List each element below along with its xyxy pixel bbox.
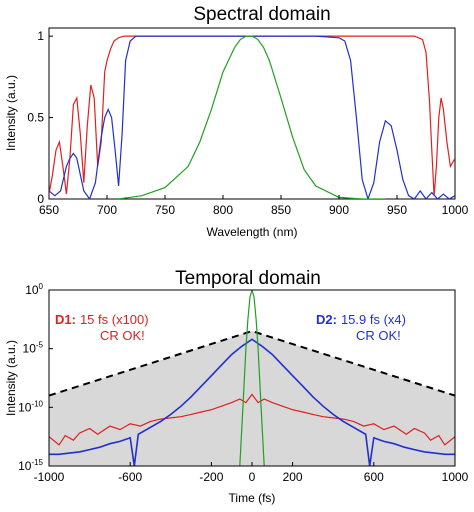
spectral-x-tick-label: 800 [213,203,233,217]
spectral-x-tick-label: 950 [387,203,407,217]
temporal-x-axis-label: Time (fs) [229,491,276,505]
temporal-envelope-group [49,330,455,466]
envelope-fill [49,331,455,466]
temporal-series-line-1 [49,338,455,466]
annotation-d1-label: D1: [55,312,76,327]
spectral-y-tick-label: 0 [37,192,44,206]
temporal-x-tick-label: -1000 [34,470,65,484]
temporal-x-tick-label: -200 [199,470,223,484]
annotation-d2-text: 15.9 fs (x4) [341,312,406,327]
spectral-series-line-1 [49,35,455,199]
temporal-x-tick-label: 0 [249,470,256,484]
spectral-x-ticks: 650 700 750 800 850 900 950 1000 [39,195,469,217]
spectral-series-group [49,35,455,199]
annotation-d2: D2: 15.9 fs (x4) CR OK! [316,312,406,343]
spectral-y-tick-label: 0.5 [27,111,44,125]
annotation-d1-line2: CR OK! [100,328,145,343]
spectral-x-tick-label: 650 [39,203,59,217]
temporal-series-line-2 [239,290,265,466]
temporal-y-tick-label: 10-5 [23,341,44,356]
temporal-x-tick-label: 200 [283,470,303,484]
spectral-x-tick-label: 850 [271,203,291,217]
temporal-y-tick-label: 100 [25,282,43,297]
temporal-x-tick-label: 600 [364,470,384,484]
annotation-d1-text: 15 fs (x100) [80,312,149,327]
spectral-chart-title: Spectral domain [193,4,330,25]
spectral-series-line-2 [118,35,386,199]
annotation-d1-line1: D1: 15 fs (x100) [55,312,149,327]
annotation-d2-line1: D2: 15.9 fs (x4) [316,312,406,327]
temporal-chart: Temporal domain -1000 -600 -200 0 200 600 1000… [4,268,469,505]
temporal-chart-title: Temporal domain [175,268,321,289]
temporal-series-group [49,290,455,466]
temporal-x-tick-label: 1000 [442,470,469,484]
spectral-x-axis-label: Wavelength (nm) [207,225,298,239]
spectral-chart: Spectral domain 650 700 750 800 850 900 950 100… [4,4,469,239]
spectral-y-axis-label: Intensity (a.u.) [4,75,18,151]
spectral-x-tick-label: 900 [329,203,349,217]
spectral-x-tick-label: 750 [155,203,175,217]
annotation-d1: D1: 15 fs (x100) CR OK! [55,312,149,343]
temporal-x-ticks: -1000 -600 -200 0 200 600 1000 [34,462,469,484]
spectral-y-tick-label: 1 [37,29,44,43]
annotation-d2-label: D2: [316,312,337,327]
temporal-x-tick-label: -600 [118,470,142,484]
temporal-y-tick-label: 10-10 [18,399,43,414]
spectral-series-line-0 [49,35,455,196]
temporal-series-line-0 [49,393,455,446]
spectral-x-tick-label: 1000 [442,203,469,217]
temporal-y-axis-label: Intensity (a.u.) [4,340,18,416]
spectral-y-ticks: 00.51 [27,29,53,206]
temporal-y-tick-label: 10-15 [18,458,43,473]
temporal-y-ticks: 100 10-5 10-10 10-15 [18,282,53,473]
spectral-x-tick-label: 700 [97,203,117,217]
annotation-d2-line2: CR OK! [356,328,401,343]
